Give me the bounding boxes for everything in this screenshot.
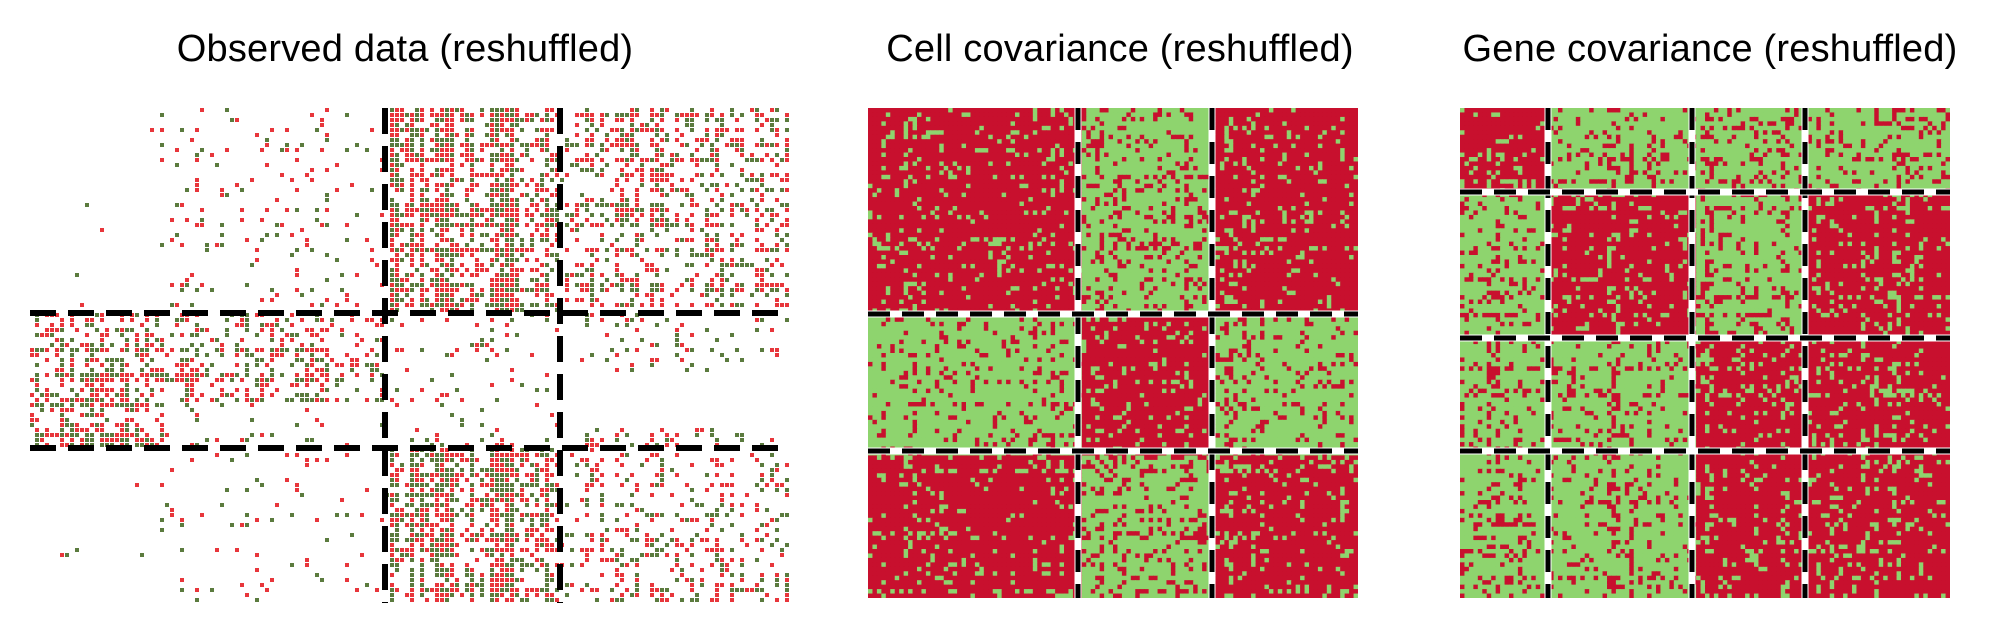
gene-covariance-title: Gene covariance (reshuffled) [1420, 28, 2000, 71]
observed-data-block-dividers [30, 108, 790, 603]
observed-data-title: Observed data (reshuffled) [0, 28, 810, 71]
gene-covariance-block-dividers [1460, 108, 1950, 598]
observed-data-heatmap [30, 108, 790, 603]
gene-covariance-cells [1460, 108, 1950, 598]
gene-covariance-panel: Gene covariance (reshuffled) [1420, 0, 2000, 629]
observed-data-panel: Observed data (reshuffled) [0, 0, 810, 629]
cell-covariance-block-dividers [868, 108, 1358, 598]
cell-covariance-cells [868, 108, 1358, 598]
cell-covariance-heatmap [868, 108, 1358, 598]
observed-data-points [30, 108, 789, 602]
cell-covariance-panel: Cell covariance (reshuffled) [850, 0, 1390, 629]
cell-covariance-title: Cell covariance (reshuffled) [850, 28, 1390, 71]
gene-covariance-heatmap [1460, 108, 1950, 598]
